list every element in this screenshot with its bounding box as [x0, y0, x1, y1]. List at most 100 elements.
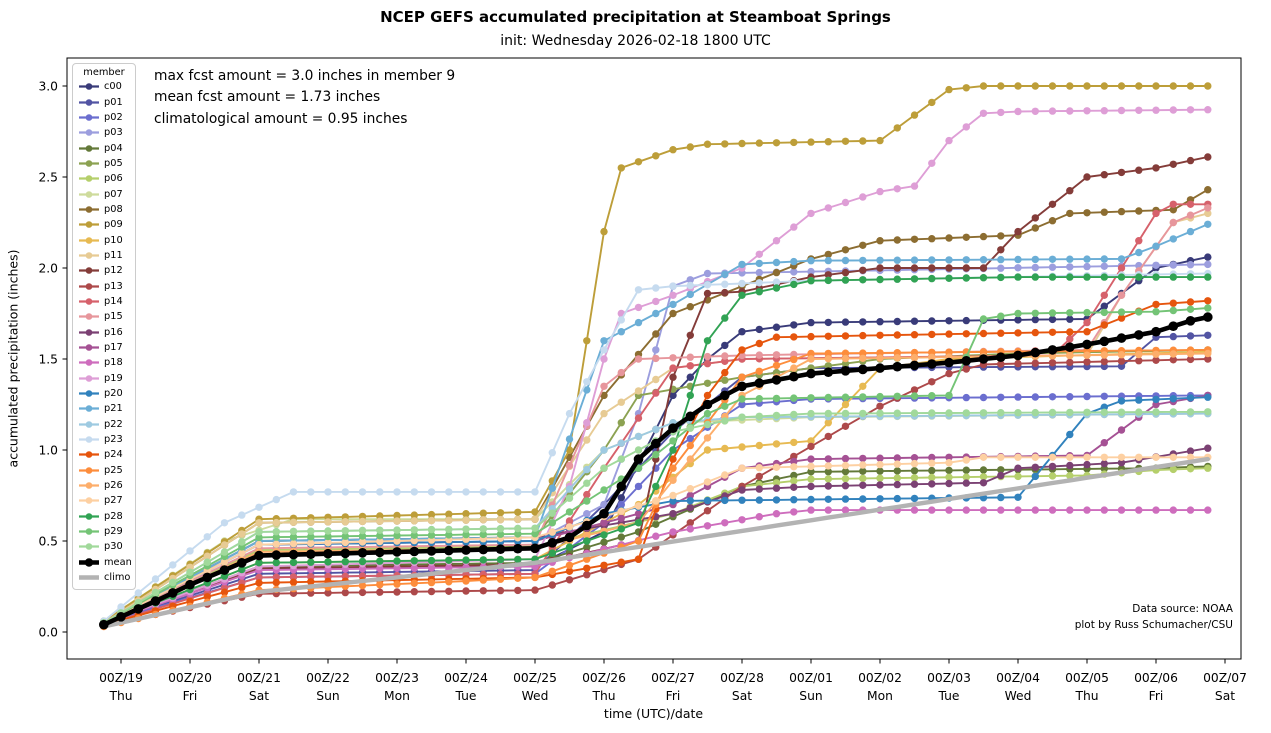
y-axis-ticks: 0.0 0.5 1.0 1.5 2.0 2.5 3.0: [38, 79, 67, 639]
x-axis-label: time (UTC)/date: [603, 706, 704, 721]
x-tick-utc: 00Z/01: [789, 671, 833, 685]
legend-label-p24: p24: [104, 449, 123, 461]
x-tick-utc: 00Z/05: [1065, 671, 1109, 685]
legend-item-mean: mean: [78, 555, 132, 570]
legend-label-p07: p07: [104, 188, 123, 200]
legend-label-p06: p06: [104, 173, 123, 185]
series-markers-mean: [99, 312, 1213, 630]
legend-item-p19: p19: [78, 371, 130, 386]
x-tick-utc: 00Z/19: [99, 671, 143, 685]
legend-item-p08: p08: [78, 202, 130, 217]
legend-item-p10: p10: [78, 232, 130, 247]
legend-item-p06: p06: [78, 171, 130, 186]
legend-swatch-p01: [79, 98, 99, 106]
legend-item-p23: p23: [78, 432, 130, 447]
credits: Data source: NOAA plot by Russ Schumache…: [1075, 601, 1233, 633]
x-tick-day: Thu: [108, 689, 132, 703]
x-tick-utc: 00Z/02: [858, 671, 902, 685]
x-tick-day: Wed: [522, 689, 549, 703]
legend-item-p07: p07: [78, 186, 130, 201]
legend-swatch-p12: [79, 267, 99, 275]
legend-item-p03: p03: [78, 125, 130, 140]
legend-swatch-p03: [79, 129, 99, 137]
credit-source: Data source: NOAA: [1132, 603, 1233, 615]
legend-swatch-p14: [79, 298, 99, 305]
x-tick-day: Wed: [1005, 689, 1032, 703]
x-tick-utc: 00Z/25: [513, 671, 557, 685]
x-tick-day: Sun: [316, 689, 339, 703]
x-tick-utc: 00Z/03: [927, 671, 971, 685]
legend-swatch-p08: [79, 206, 99, 213]
x-tick-day: Tue: [454, 689, 476, 703]
x-tick-day: Fri: [666, 689, 681, 703]
legend-label-p10: p10: [104, 234, 123, 246]
legend-swatch-p05: [79, 160, 99, 167]
legend-swatch-p23: [79, 436, 99, 443]
legend-swatch-mean: [79, 558, 99, 567]
legend-label-p13: p13: [104, 280, 123, 292]
x-tick-utc: 00Z/27: [651, 671, 695, 685]
legend-swatch-p27: [79, 497, 99, 505]
legend-swatch-p04: [79, 144, 99, 152]
legend-label-climo: climo: [104, 572, 131, 584]
series-line-climo: [101, 456, 1211, 629]
legend-item-p28: p28: [78, 509, 130, 524]
legend-swatch-p22: [79, 420, 99, 428]
legend-label-p18: p18: [104, 357, 123, 369]
annotation-climo: climatological amount = 0.95 inches: [154, 110, 408, 127]
legend-swatch-p02: [79, 114, 99, 121]
legend-title: member: [83, 67, 125, 78]
legend-swatch-p28: [79, 512, 99, 520]
legend-swatch-p25: [79, 466, 99, 474]
series-p08: [100, 186, 1212, 627]
x-tick-day: Thu: [1074, 689, 1098, 703]
x-tick-utc: 00Z/20: [168, 671, 212, 685]
legend-item-p17: p17: [78, 340, 130, 355]
legend-label-p04: p04: [104, 142, 123, 154]
legend-swatch-p26: [79, 482, 99, 489]
legend-item-p01: p01: [78, 94, 130, 109]
x-tick-day: Sat: [732, 689, 752, 703]
legend-item-p30: p30: [78, 539, 130, 554]
legend-item-p25: p25: [78, 463, 130, 478]
series-line-p11: [102, 212, 1209, 624]
y-axis-label: accumulated precipitation (inches): [5, 249, 21, 468]
legend-item-climo: climo: [78, 570, 130, 585]
legend-item-p02: p02: [78, 110, 130, 125]
x-axis-ticks: 00Z/19 Thu 00Z/20 Fri 00Z/21 Sat 00Z/22 Sun 00Z/…: [99, 659, 1247, 703]
annotation-block: max fcst amount = 3.0 inches in member 9…: [154, 66, 455, 130]
legend-item-p18: p18: [78, 355, 130, 370]
y-tick-label: 2.0: [38, 261, 58, 275]
legend-label-p23: p23: [104, 434, 123, 446]
y-tick-label: 0.5: [38, 534, 58, 548]
series-mean: [99, 312, 1213, 630]
legend-item-p11: p11: [78, 248, 130, 263]
legend-label-p28: p28: [104, 510, 123, 522]
x-tick-day: Fri: [183, 689, 198, 703]
legend-label-p25: p25: [104, 464, 123, 476]
legend-label-p21: p21: [104, 403, 123, 415]
legend-label-p17: p17: [104, 342, 123, 354]
legend-swatch-p29: [79, 528, 99, 535]
legend-item-p20: p20: [78, 386, 130, 401]
x-tick-utc: 00Z/24: [444, 671, 488, 685]
legend-swatch-p30: [79, 543, 99, 551]
x-tick-utc: 00Z/04: [996, 671, 1040, 685]
y-tick-label: 1.5: [38, 352, 58, 366]
legend-label-mean: mean: [104, 556, 132, 568]
legend-label-p20: p20: [104, 388, 123, 400]
legend-item-p04: p04: [78, 140, 130, 155]
legend-item-p15: p15: [78, 309, 130, 324]
x-tick-utc: 00Z/07: [1203, 671, 1247, 685]
legend-swatch-p10: [79, 236, 99, 244]
legend-item-p24: p24: [78, 447, 130, 462]
x-tick-day: Thu: [591, 689, 615, 703]
series-markers-p11: [100, 209, 1212, 627]
x-tick-day: Tue: [937, 689, 959, 703]
legend-swatch-p07: [79, 190, 99, 198]
annotation-mean: mean fcst amount = 1.73 inches: [154, 89, 381, 106]
legend-label-p26: p26: [104, 480, 123, 492]
legend-item-p22: p22: [78, 417, 130, 432]
